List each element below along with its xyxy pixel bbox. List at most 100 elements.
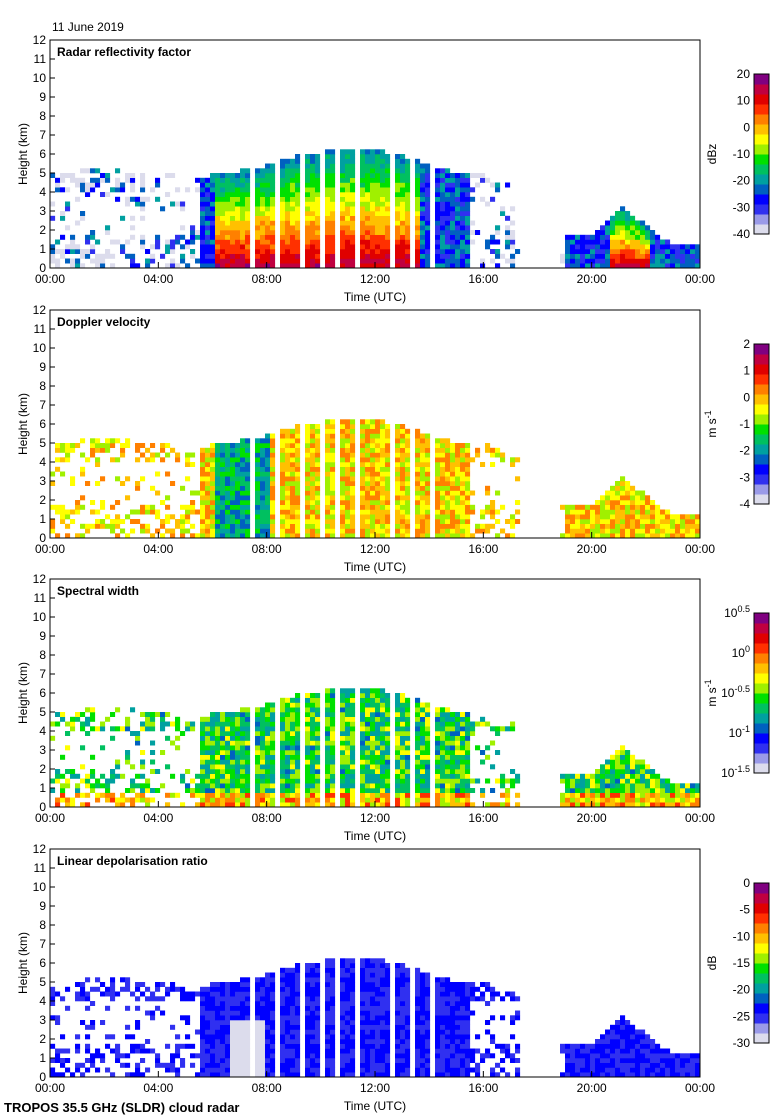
heat-cell bbox=[235, 225, 241, 231]
heat-cell bbox=[365, 457, 371, 463]
heat-cell bbox=[295, 447, 301, 453]
heat-cell bbox=[220, 196, 226, 202]
heat-cell bbox=[315, 693, 321, 698]
heat-cell bbox=[415, 783, 421, 789]
heat-cell bbox=[110, 996, 116, 1002]
heat-cell bbox=[265, 447, 271, 453]
heat-cell bbox=[80, 249, 86, 254]
heat-cell bbox=[210, 773, 216, 779]
heat-cell bbox=[585, 783, 591, 789]
heat-cell bbox=[460, 253, 466, 259]
heat-cell bbox=[490, 196, 496, 202]
heat-cell bbox=[570, 528, 576, 534]
heat-cell bbox=[130, 1043, 136, 1049]
heat-cell bbox=[345, 438, 351, 444]
heat-cell bbox=[210, 731, 216, 736]
heat-cell bbox=[220, 759, 226, 765]
heat-cell bbox=[105, 192, 111, 197]
heat-cell bbox=[240, 986, 246, 992]
heat-cell bbox=[215, 982, 221, 987]
heat-cell bbox=[290, 433, 296, 439]
heat-cell bbox=[615, 769, 621, 774]
heat-cell bbox=[565, 533, 571, 539]
heat-cell bbox=[440, 182, 446, 188]
heat-cell bbox=[210, 490, 216, 496]
heat-cell bbox=[325, 514, 331, 520]
heat-cell bbox=[220, 206, 226, 212]
heat-cell bbox=[415, 244, 421, 250]
heat-cell bbox=[385, 177, 391, 183]
heat-cell bbox=[360, 495, 366, 501]
heat-cell bbox=[370, 707, 376, 713]
x-tick-label: 20:00 bbox=[577, 272, 607, 286]
heat-cell bbox=[225, 201, 231, 207]
heat-cell bbox=[440, 258, 446, 264]
heat-cell bbox=[405, 740, 411, 746]
heat-cell bbox=[370, 788, 376, 793]
heat-cell bbox=[170, 986, 176, 992]
heat-cell bbox=[285, 225, 291, 231]
heat-cell bbox=[185, 244, 191, 250]
heat-cell bbox=[445, 514, 451, 520]
heat-cell bbox=[470, 504, 476, 510]
heat-cell bbox=[75, 996, 81, 1002]
heat-cell bbox=[370, 234, 376, 240]
heat-cell bbox=[340, 471, 346, 477]
heat-cell bbox=[385, 163, 391, 169]
heat-cell bbox=[85, 1034, 91, 1040]
heat-cell bbox=[405, 792, 411, 798]
heat-cell bbox=[425, 802, 431, 808]
heat-cell bbox=[635, 225, 641, 231]
heat-cell bbox=[305, 253, 311, 259]
colorbar-swatch bbox=[754, 124, 769, 135]
heat-cell bbox=[295, 462, 301, 467]
heat-cell bbox=[60, 996, 66, 1002]
heat-cell bbox=[105, 788, 111, 793]
heat-cell bbox=[270, 802, 276, 808]
heat-cell bbox=[295, 466, 301, 472]
heat-cell bbox=[210, 1072, 216, 1078]
heat-cell bbox=[455, 495, 461, 501]
heat-cell bbox=[395, 788, 401, 793]
heat-cell bbox=[575, 523, 581, 529]
heat-cell bbox=[470, 457, 476, 463]
heat-cell bbox=[385, 797, 391, 803]
heat-cell bbox=[135, 1043, 141, 1049]
heat-cell bbox=[260, 253, 266, 259]
heat-cell bbox=[285, 471, 291, 477]
heat-cell bbox=[325, 528, 331, 534]
heat-cell bbox=[215, 750, 221, 755]
heat-cell bbox=[220, 750, 226, 755]
heat-cell bbox=[225, 443, 231, 448]
heat-cell bbox=[225, 533, 231, 539]
heat-cell bbox=[385, 523, 391, 529]
heat-cell bbox=[155, 471, 161, 477]
heat-cell bbox=[340, 206, 346, 212]
heat-cell bbox=[395, 797, 401, 803]
heat-cell bbox=[340, 234, 346, 240]
heat-cell bbox=[475, 778, 481, 784]
x-tick-label: 00:00 bbox=[35, 811, 65, 825]
heat-cell bbox=[235, 239, 241, 245]
heat-cell bbox=[315, 438, 321, 444]
heat-cell bbox=[230, 759, 236, 765]
heat-cell bbox=[215, 462, 221, 467]
heat-cell bbox=[445, 201, 451, 207]
heat-cell bbox=[225, 211, 231, 216]
heat-cell bbox=[440, 778, 446, 784]
colorbar-swatch bbox=[754, 224, 769, 235]
heat-cell bbox=[330, 509, 336, 515]
heat-cell bbox=[580, 514, 586, 520]
heat-cell bbox=[255, 721, 261, 727]
heat-cell bbox=[465, 471, 471, 477]
heat-cell bbox=[570, 514, 576, 520]
heat-cell bbox=[280, 500, 286, 505]
heat-cell bbox=[375, 528, 381, 534]
heat-cell bbox=[605, 802, 611, 808]
heat-cell bbox=[140, 1072, 146, 1078]
colorbar-swatch bbox=[754, 494, 769, 505]
heat-cell bbox=[450, 462, 456, 467]
heat-cell bbox=[280, 206, 286, 212]
heat-cell bbox=[380, 154, 386, 159]
heat-cell bbox=[340, 750, 346, 755]
